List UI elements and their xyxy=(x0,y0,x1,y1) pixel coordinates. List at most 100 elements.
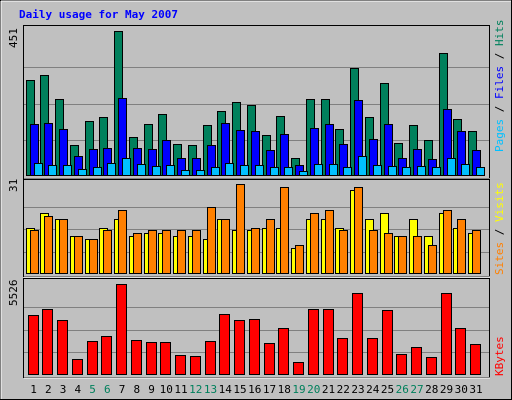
bar-sites-day-3 xyxy=(59,219,68,274)
x-tick-label-day-10: 10 xyxy=(160,383,173,396)
bar-kbytes-day-24 xyxy=(367,338,378,375)
bar-pages-day-27 xyxy=(417,166,426,176)
bar-pages-day-20 xyxy=(314,164,323,176)
bar-kbytes-day-5 xyxy=(87,341,98,375)
bar-sites-day-19 xyxy=(295,245,304,274)
bar-pages-day-9 xyxy=(152,166,161,176)
bar-kbytes-day-19 xyxy=(293,362,304,375)
bar-pages-day-24 xyxy=(373,165,382,176)
bar-kbytes-day-25 xyxy=(382,310,393,375)
bar-sites-day-15 xyxy=(236,184,245,274)
bar-sites-day-6 xyxy=(103,230,112,274)
bar-pages-day-10 xyxy=(166,165,175,176)
x-tick-label-day-4: 4 xyxy=(74,383,81,396)
bar-pages-day-11 xyxy=(181,170,190,176)
bar-pages-day-22 xyxy=(343,167,352,176)
x-tick-label-day-30: 30 xyxy=(455,383,468,396)
bar-kbytes-day-26 xyxy=(396,354,407,375)
chart-title: Daily usage for May 2007 xyxy=(19,8,178,21)
bar-sites-day-27 xyxy=(413,236,422,274)
bar-sites-day-20 xyxy=(310,213,319,274)
bar-sites-day-30 xyxy=(457,219,466,274)
bar-sites-day-18 xyxy=(280,187,289,274)
x-tick-label-day-25: 25 xyxy=(381,383,394,396)
bar-kbytes-day-29 xyxy=(441,293,452,375)
bar-pages-day-19 xyxy=(299,171,308,176)
x-tick-label-day-5: 5 xyxy=(89,383,96,396)
x-tick-labels: 1 2 3 4 5 6 7 8 9 10 11 12 13 14 15 16 17 18 19 20 21 22 23 24 2… xyxy=(30,383,482,396)
bar-sites-day-17 xyxy=(266,219,275,274)
x-tick-label-day-11: 11 xyxy=(174,383,187,396)
bar-sites-day-5 xyxy=(89,239,98,274)
bar-kbytes-day-8 xyxy=(131,340,142,375)
legend-part: KBytes xyxy=(493,336,506,376)
x-tick-label-day-31: 31 xyxy=(469,383,482,396)
x-tick-label-day-21: 21 xyxy=(322,383,335,396)
legend-part: Visits xyxy=(493,182,506,222)
bar-kbytes-day-10 xyxy=(160,342,171,375)
legend-part: Sites xyxy=(493,242,506,275)
ymax-hits-label: 451 xyxy=(7,28,20,48)
bar-sites-day-12 xyxy=(192,230,201,274)
x-tick-label-day-1: 1 xyxy=(30,383,37,396)
x-tick-label-day-20: 20 xyxy=(307,383,320,396)
x-tick-label-day-23: 23 xyxy=(351,383,364,396)
bar-pages-day-12 xyxy=(196,170,205,176)
legend-part: / xyxy=(493,46,506,66)
bar-kbytes-day-28 xyxy=(426,357,437,375)
bar-kbytes-day-6 xyxy=(101,336,112,375)
x-tick-label-day-27: 27 xyxy=(410,383,423,396)
bar-sites-day-7 xyxy=(118,210,127,274)
bar-kbytes-day-30 xyxy=(455,328,466,375)
bar-pages-day-30 xyxy=(461,164,470,176)
x-tick-label-day-3: 3 xyxy=(60,383,67,396)
bar-kbytes-day-15 xyxy=(234,320,245,375)
bar-pages-day-5 xyxy=(93,167,102,176)
bar-kbytes-day-23 xyxy=(352,293,363,375)
bar-pages-day-1 xyxy=(34,163,43,176)
x-tick-label-day-17: 17 xyxy=(263,383,276,396)
bar-sites-day-11 xyxy=(177,230,186,274)
bar-pages-day-31 xyxy=(476,167,485,176)
bar-kbytes-day-31 xyxy=(470,344,481,375)
x-tick-label-day-14: 14 xyxy=(219,383,233,396)
bar-sites-day-13 xyxy=(207,207,216,274)
legend-part: Hits xyxy=(493,20,506,47)
x-tick-label-day-29: 29 xyxy=(440,383,453,396)
bar-sites-day-26 xyxy=(398,236,407,274)
bar-pages-day-8 xyxy=(137,164,146,176)
bar-pages-day-13 xyxy=(211,167,220,176)
x-tick-label-day-16: 16 xyxy=(248,383,261,396)
bar-kbytes-day-13 xyxy=(205,341,216,375)
bar-pages-day-28 xyxy=(432,167,441,176)
ymax-kbytes-label: 5526 xyxy=(7,280,20,307)
bar-sites-day-14 xyxy=(221,219,230,274)
bar-sites-day-2 xyxy=(44,216,53,274)
bar-pages-day-29 xyxy=(447,158,456,176)
bar-kbytes-day-1 xyxy=(28,315,39,375)
legend-part: / xyxy=(493,99,506,119)
bar-sites-day-25 xyxy=(384,233,393,274)
bar-kbytes-day-21 xyxy=(323,309,334,375)
bar-sites-day-16 xyxy=(251,228,260,274)
bar-sites-day-8 xyxy=(133,233,142,274)
bar-kbytes-day-17 xyxy=(264,343,275,375)
bar-sites-day-24 xyxy=(369,230,378,274)
bar-kbytes-day-3 xyxy=(57,320,68,375)
x-tick-label-day-22: 22 xyxy=(337,383,350,396)
bar-pages-day-7 xyxy=(122,158,131,176)
bar-kbytes-day-14 xyxy=(219,314,230,375)
bar-pages-day-23 xyxy=(358,156,367,176)
bar-sites-day-4 xyxy=(74,236,83,274)
x-tick-label-day-24: 24 xyxy=(366,383,380,396)
bar-pages-day-21 xyxy=(329,164,338,176)
bar-sites-day-10 xyxy=(162,230,171,274)
bar-kbytes-day-2 xyxy=(42,309,53,375)
bar-kbytes-day-20 xyxy=(308,309,319,375)
x-tick-label-day-6: 6 xyxy=(104,383,111,396)
bar-kbytes-day-12 xyxy=(190,356,201,375)
ymax-visits-label: 31 xyxy=(7,179,20,192)
x-tick-label-day-19: 19 xyxy=(292,383,305,396)
bar-pages-day-18 xyxy=(284,167,293,176)
